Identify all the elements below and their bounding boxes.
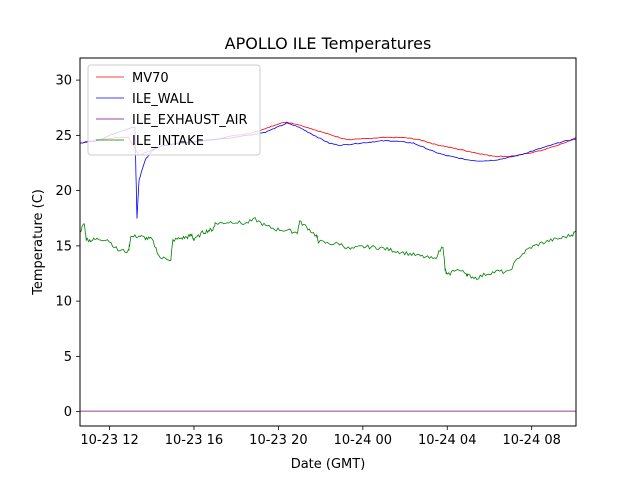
x-tick-label: 10-24 08 bbox=[502, 433, 560, 448]
series-line-ile-intake bbox=[80, 217, 576, 280]
legend-label: ILE_WALL bbox=[132, 92, 194, 107]
y-tick-label: 0 bbox=[64, 405, 72, 420]
y-tick-label: 15 bbox=[55, 239, 72, 254]
x-tick-label: 10-23 12 bbox=[80, 433, 138, 448]
y-tick-label: 10 bbox=[55, 295, 72, 310]
ticks-layer: 10-23 12 10-23 16 10-23 20 10-24 00 10-24 04… bbox=[55, 74, 560, 448]
legend-label: ILE_EXHAUST_AIR bbox=[132, 113, 248, 128]
y-tick-label: 20 bbox=[55, 184, 72, 199]
series-line-ile-wall bbox=[80, 122, 576, 219]
x-tick-label: 10-24 04 bbox=[418, 433, 476, 448]
y-axis-label: Temperature (C) bbox=[31, 189, 46, 296]
legend-label: ILE_INTAKE bbox=[132, 134, 204, 149]
legend-label: MV70 bbox=[132, 71, 169, 86]
x-axis-label: Date (GMT) bbox=[291, 457, 366, 472]
y-tick-label: 30 bbox=[55, 74, 72, 89]
x-tick-label: 10-23 20 bbox=[249, 433, 307, 448]
legend-box bbox=[87, 64, 261, 156]
chart-title: APOLLO ILE Temperatures bbox=[225, 34, 432, 53]
y-tick-label: 25 bbox=[55, 129, 72, 144]
x-tick-label: 10-23 16 bbox=[165, 433, 223, 448]
x-tick-label: 10-24 00 bbox=[334, 433, 392, 448]
y-tick-label: 5 bbox=[64, 350, 72, 365]
legend: MV70 ILE_WALL ILE_EXHAUST_AIR ILE_INTAKE bbox=[87, 64, 261, 156]
plot-frame bbox=[79, 57, 577, 427]
